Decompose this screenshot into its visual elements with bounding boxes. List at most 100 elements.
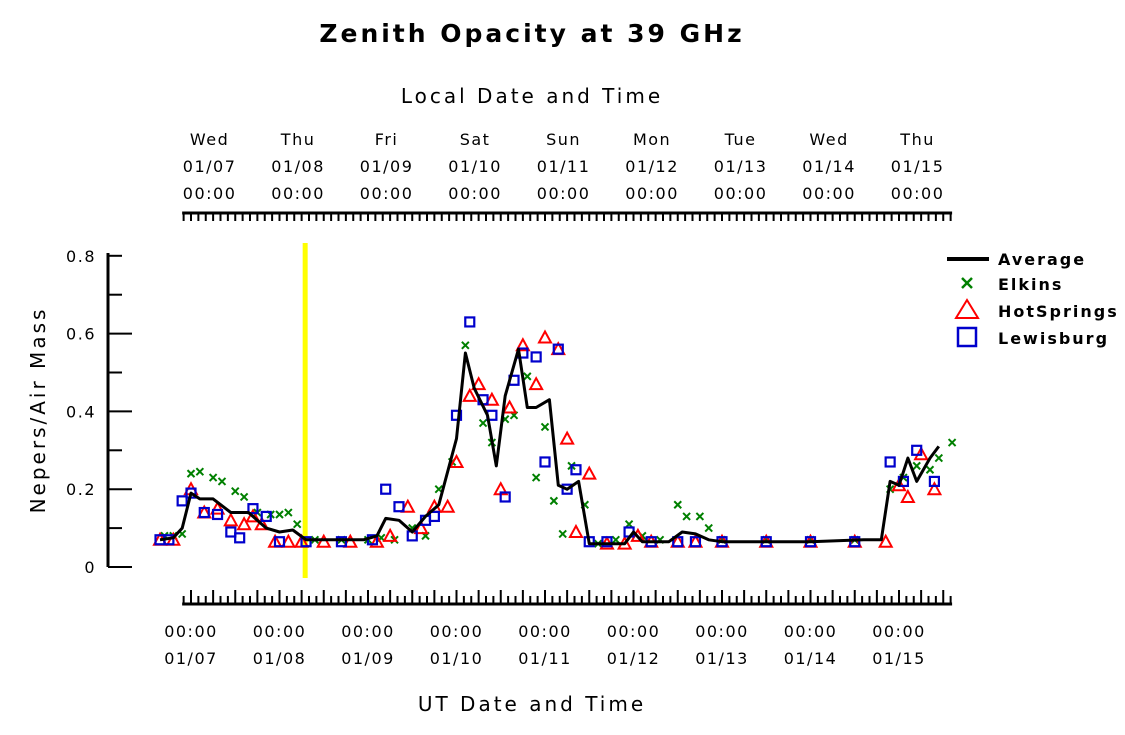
series-layer bbox=[152, 316, 957, 550]
bottom-tick-time: 00:00 bbox=[695, 622, 749, 641]
top-tick-time: 00:00 bbox=[271, 184, 325, 203]
top-tick-time: 00:00 bbox=[802, 184, 856, 203]
lewisburg-point bbox=[499, 491, 511, 503]
legend-label: Elkins bbox=[998, 275, 1063, 294]
elkins-point bbox=[461, 341, 470, 350]
lewisburg-point bbox=[884, 456, 896, 468]
elkins-point bbox=[704, 523, 713, 533]
marker-stroke bbox=[434, 484, 444, 494]
lewisburg-point bbox=[672, 536, 684, 548]
legend-item-lewisburg: Lewisburg bbox=[956, 326, 1107, 348]
elkins-point bbox=[695, 512, 705, 521]
marker-stroke bbox=[934, 453, 944, 463]
hotsprings-point bbox=[280, 533, 297, 548]
lewisburg-point bbox=[911, 444, 923, 456]
bottom-tick-time: 00:00 bbox=[253, 622, 307, 641]
lewisburg-point bbox=[260, 510, 272, 523]
bottom-tick-date: 01/14 bbox=[784, 649, 838, 668]
bottom-tick-date: 01/11 bbox=[518, 649, 572, 668]
hotsprings-point bbox=[559, 430, 575, 445]
top-tick-day: Wed bbox=[190, 130, 229, 149]
top-tick-day: Mon bbox=[633, 130, 671, 149]
marker-stroke bbox=[177, 529, 187, 539]
top-axis-title: Local Date and Time bbox=[401, 84, 663, 108]
elkins-point bbox=[947, 438, 957, 447]
hotsprings-point bbox=[223, 512, 239, 527]
lewisburg-point bbox=[273, 536, 286, 548]
legend: Average Elkins HotSprings Lewisburg bbox=[947, 250, 1117, 348]
top-tick-date: 01/12 bbox=[625, 157, 679, 176]
legend-item-hotsprings: HotSprings bbox=[954, 298, 1117, 321]
marker-stroke bbox=[695, 512, 705, 521]
elkins-point bbox=[239, 492, 249, 502]
top-tick-time: 00:00 bbox=[183, 184, 237, 203]
elkins-point bbox=[912, 461, 921, 471]
legend-swatch-triangle bbox=[954, 298, 980, 319]
marker-stroke bbox=[195, 467, 205, 476]
top-tick-date: 01/13 bbox=[714, 157, 768, 176]
marker-stroke bbox=[523, 372, 532, 381]
axes-layer: Wed 01/07 00:00 Thu 01/08 00:00 Fri 01/09 00:00 S… bbox=[66, 130, 953, 668]
top-tick-time: 00:00 bbox=[625, 184, 679, 203]
y-tick-label: 0.6 bbox=[66, 325, 96, 344]
elkins-point bbox=[523, 372, 532, 381]
lewisburg-point bbox=[335, 536, 348, 548]
hotsprings-point bbox=[515, 337, 531, 352]
lewisburg-point bbox=[689, 536, 702, 548]
marker-stroke bbox=[704, 523, 713, 533]
marker-stroke bbox=[540, 422, 550, 432]
bottom-tick-date: 01/07 bbox=[164, 649, 218, 668]
bottom-tick-date: 01/08 bbox=[253, 649, 307, 668]
hotsprings-point bbox=[369, 533, 385, 548]
marker-stroke bbox=[673, 500, 682, 509]
elkins-point bbox=[682, 512, 691, 521]
marker-stroke bbox=[558, 529, 567, 539]
marker-stroke bbox=[947, 438, 957, 447]
top-tick-time: 00:00 bbox=[360, 184, 414, 203]
elkins-point bbox=[186, 469, 196, 478]
elkins-point bbox=[284, 508, 293, 517]
top-tick-date: 01/14 bbox=[802, 157, 856, 176]
y-tick-label: 0.8 bbox=[66, 247, 96, 266]
hotsprings-point bbox=[439, 498, 456, 513]
elkins-point bbox=[231, 486, 240, 496]
bottom-tick-date: 01/09 bbox=[341, 649, 395, 668]
marker-stroke bbox=[925, 465, 935, 474]
hotsprings-point bbox=[236, 516, 252, 531]
marker-stroke bbox=[611, 535, 621, 544]
hotsprings-point bbox=[913, 446, 929, 461]
hotsprings-point bbox=[254, 516, 270, 531]
bottom-tick-time: 00:00 bbox=[430, 622, 484, 641]
series-elkins bbox=[160, 341, 957, 548]
lewisburg-point bbox=[225, 526, 237, 538]
hotsprings-point bbox=[528, 376, 544, 391]
top-tick-date: 01/10 bbox=[448, 157, 502, 176]
marker-stroke bbox=[231, 486, 240, 496]
bottom-tick-time: 00:00 bbox=[784, 622, 838, 641]
marker-stroke bbox=[682, 512, 691, 521]
marker-stroke bbox=[186, 469, 196, 478]
lewisburg-point bbox=[601, 536, 613, 548]
hotsprings-point bbox=[470, 376, 487, 391]
y-tick-label: 0.4 bbox=[66, 402, 96, 421]
lewisburg-point bbox=[211, 508, 224, 521]
elkins-point bbox=[275, 510, 284, 519]
lewisburg-point bbox=[393, 501, 405, 513]
top-tick-time: 00:00 bbox=[714, 184, 768, 203]
elkins-point bbox=[531, 473, 541, 482]
hotsprings-point bbox=[400, 498, 416, 513]
bottom-tick-time: 00:00 bbox=[164, 622, 218, 641]
top-tick-day: Wed bbox=[809, 130, 848, 149]
elkins-point bbox=[478, 418, 488, 428]
legend-swatch-x bbox=[961, 277, 973, 289]
hotsprings-point bbox=[484, 391, 500, 406]
elkins-point bbox=[934, 453, 944, 463]
hotsprings-point bbox=[448, 453, 465, 468]
top-tick-day: Fri bbox=[375, 130, 399, 149]
elkins-point bbox=[195, 467, 205, 476]
y-axis-title: Nepers/Air Mass bbox=[26, 307, 50, 514]
lewisburg-point bbox=[176, 495, 188, 507]
top-tick-date: 01/09 bbox=[360, 157, 414, 176]
bottom-tick-time: 00:00 bbox=[518, 622, 572, 641]
